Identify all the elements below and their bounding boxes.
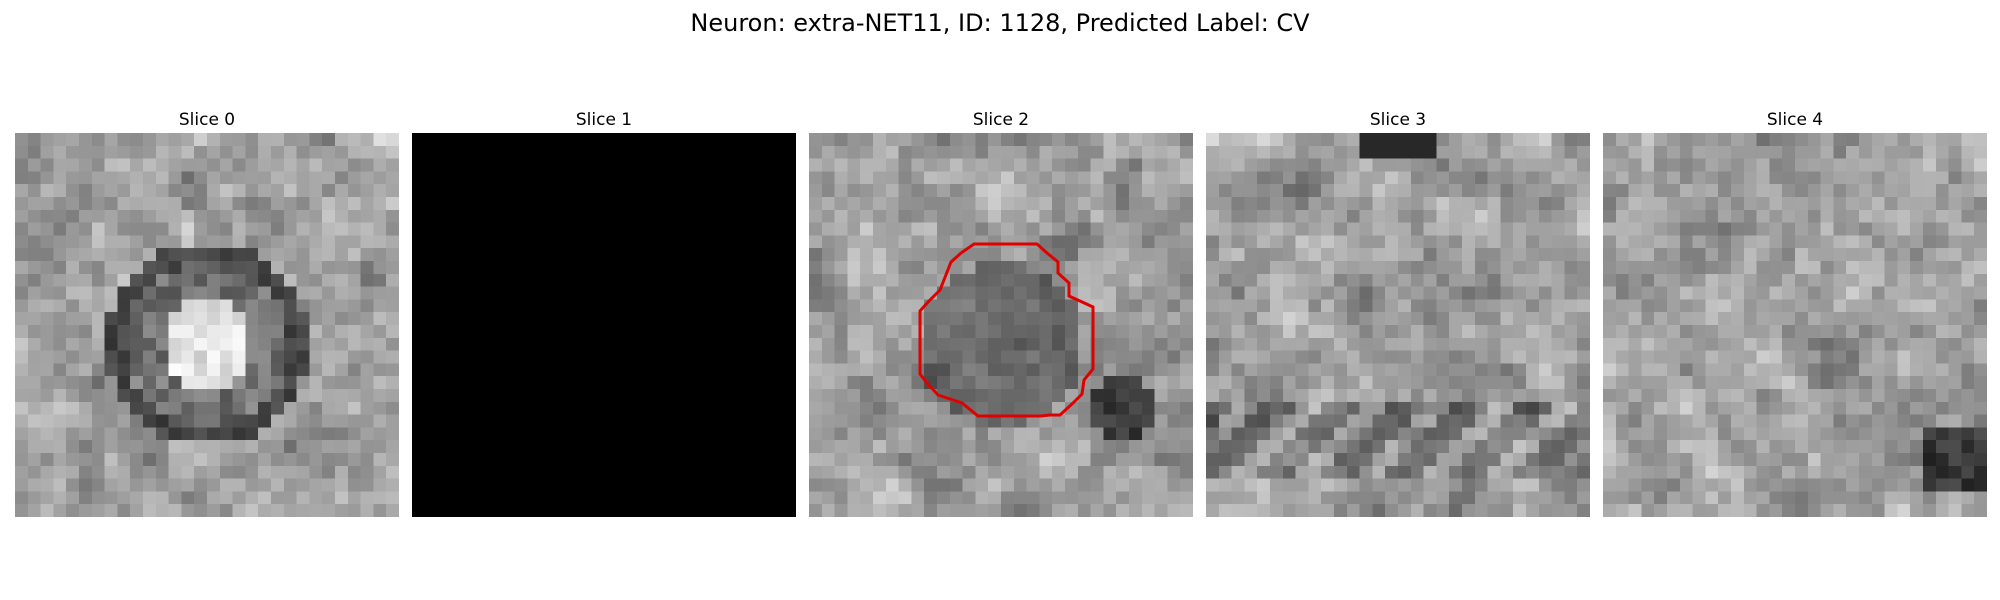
panel-slice-3: Slice 3 [1206, 109, 1590, 517]
panel-title: Slice 0 [178, 110, 236, 130]
slice-2-canvas [809, 133, 1193, 517]
image-slice-2 [809, 133, 1193, 517]
image-slice-1 [412, 133, 796, 517]
panel-title: Slice 1 [575, 110, 633, 130]
panel-title: Slice 2 [972, 110, 1030, 130]
panel-slice-1: Slice 1 [412, 109, 796, 517]
slice-0-canvas [15, 133, 399, 517]
image-slice-0 [15, 133, 399, 517]
image-slice-4 [1603, 133, 1987, 517]
panel-title: Slice 3 [1369, 110, 1427, 130]
slice-4-canvas [1603, 133, 1987, 517]
slice-1-canvas [412, 133, 796, 517]
slice-3-canvas [1206, 133, 1590, 517]
panel-title: Slice 4 [1766, 110, 1824, 130]
panel-slice-4: Slice 4 [1603, 109, 1987, 517]
panel-slice-2: Slice 2 [809, 109, 1193, 517]
figure-title: Neuron: extra-NET11, ID: 1128, Predicted… [690, 9, 1310, 37]
panel-slice-0: Slice 0 [15, 109, 399, 517]
image-slice-3 [1206, 133, 1590, 517]
